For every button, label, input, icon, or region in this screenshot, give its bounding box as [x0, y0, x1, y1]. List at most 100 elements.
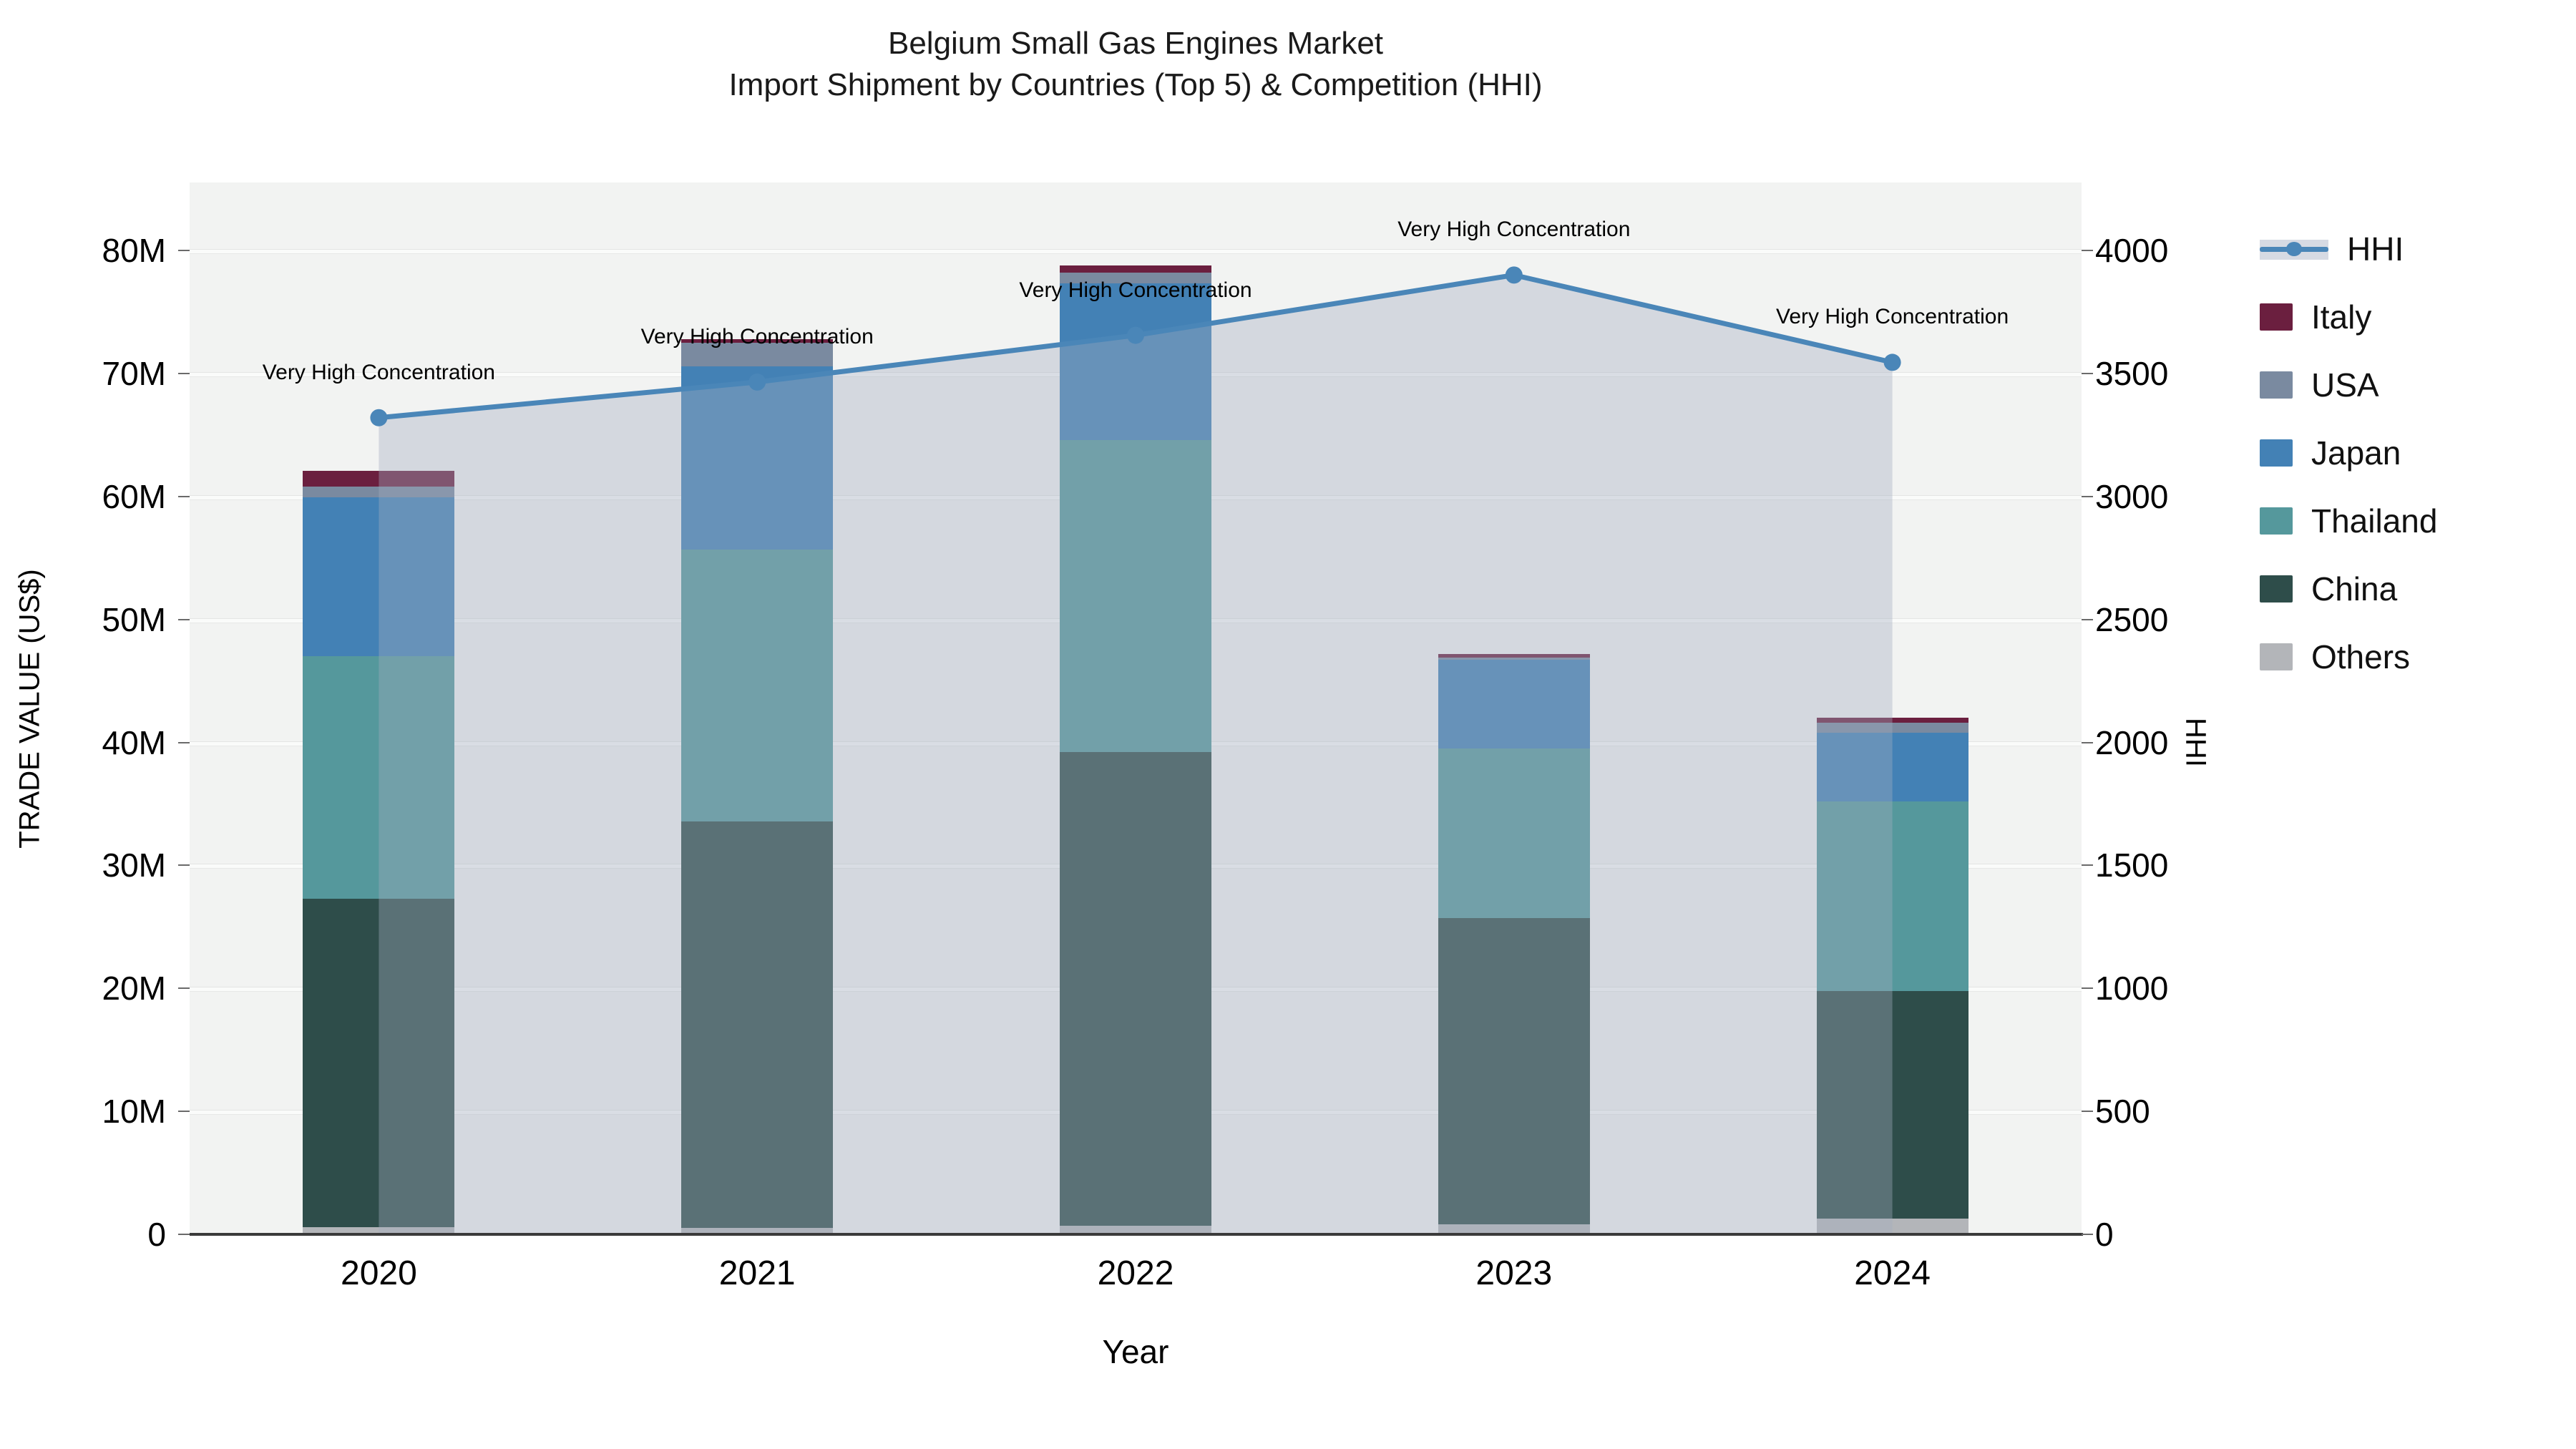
- tick-mark: [2082, 987, 2093, 990]
- legend-swatch-china: [2260, 575, 2293, 602]
- bar-segment-thailand-2023: [1438, 748, 1590, 919]
- bar-segment-china-2020: [303, 898, 455, 1227]
- tick-mark: [2082, 618, 2093, 620]
- gridline: [190, 249, 2082, 254]
- x-tick-2021: 2021: [718, 1254, 796, 1292]
- bar-segment-china-2021: [681, 821, 834, 1229]
- hhi-line-layer: [370, 266, 1901, 1234]
- tick-mark: [2082, 1111, 2093, 1113]
- bar-segment-china-2024: [1816, 990, 1968, 1219]
- annotation-2022: Very High Concentration: [1019, 278, 1252, 302]
- bar-segment-japan-2021: [681, 366, 834, 550]
- y-right-tick-4000: 4000: [2095, 232, 2169, 269]
- x-tick-2020: 2020: [341, 1254, 417, 1292]
- bar-segment-thailand-2020: [303, 656, 455, 899]
- chart-title-line1: Belgium Small Gas Engines Market: [887, 26, 1384, 61]
- y-right-tick-1000: 1000: [2095, 970, 2169, 1008]
- legend-hhi-marker: [2286, 242, 2302, 256]
- x-axis-label: Year: [1102, 1333, 1169, 1370]
- y-left-tick-10M: 10M: [102, 1093, 166, 1131]
- bar-segment-usa-2022: [1060, 272, 1211, 284]
- legend-item-italy: Italy: [2260, 288, 2437, 346]
- legend-swatch-italy: [2260, 303, 2293, 331]
- x-tick-2022: 2022: [1097, 1254, 1174, 1292]
- tick-mark: [178, 495, 190, 497]
- bar-segment-thailand-2022: [1060, 439, 1211, 753]
- legend-label-italy: Italy: [2311, 298, 2372, 336]
- bar-segment-italy-2022: [1060, 265, 1211, 273]
- y-axis-label-right: HHI: [2180, 718, 2212, 767]
- annotation-2021: Very High Concentration: [640, 324, 874, 348]
- legend-label-hhi: HHI: [2347, 230, 2404, 268]
- y-left-tick-0: 0: [147, 1216, 166, 1253]
- tick-mark: [178, 618, 190, 620]
- y-left-tick-80M: 80M: [102, 232, 166, 269]
- tick-mark: [2082, 864, 2093, 867]
- tick-mark: [178, 1234, 190, 1235]
- bar-segment-china-2022: [1060, 752, 1211, 1226]
- bar-segment-japan-2024: [1816, 732, 1968, 801]
- x-tick-2024: 2024: [1854, 1254, 1931, 1292]
- y-axis-label-left: TRADE VALUE (US$): [14, 569, 46, 849]
- plot-area: Very High Concentration Very High Concent…: [190, 182, 2082, 1234]
- tick-mark: [178, 987, 190, 990]
- legend-label-thailand: Thailand: [2311, 502, 2438, 540]
- y-right-tick-2500: 2500: [2095, 600, 2169, 638]
- legend-label-usa: USA: [2311, 366, 2379, 404]
- legend-hhi-line-swatch: [2260, 235, 2328, 263]
- legend-label-others: Others: [2311, 638, 2411, 675]
- legend-swatch-thailand: [2260, 507, 2293, 535]
- tick-mark: [2082, 741, 2093, 743]
- tick-mark: [2082, 372, 2093, 374]
- bar-segment-others-2020: [303, 1226, 455, 1234]
- bar-segment-japan-2022: [1060, 283, 1211, 440]
- bar-segment-others-2023: [1438, 1224, 1590, 1234]
- bar-segment-china-2023: [1438, 918, 1590, 1225]
- legend-label-japan: Japan: [2311, 434, 2401, 472]
- chart-title-line2: Import Shipment by Countries (Top 5) & C…: [728, 67, 1543, 102]
- y-right-tick-500: 500: [2095, 1093, 2150, 1131]
- bar-segment-usa-2023: [1438, 657, 1590, 660]
- y-right-tick-3000: 3000: [2095, 477, 2169, 515]
- bar-segment-usa-2020: [303, 487, 455, 498]
- bar-segment-italy-2024: [1816, 718, 1968, 723]
- legend-item-japan: Japan: [2260, 424, 2437, 482]
- x-tick-2023: 2023: [1475, 1254, 1553, 1292]
- bar-segment-japan-2023: [1438, 660, 1590, 749]
- x-axis-line: [190, 1233, 2083, 1236]
- bar-segment-italy-2021: [681, 338, 834, 343]
- tick-mark: [178, 741, 190, 743]
- y-left-tick-20M: 20M: [102, 970, 166, 1008]
- bar-segment-others-2022: [1060, 1225, 1211, 1234]
- y-right-tick-3500: 3500: [2095, 354, 2169, 392]
- legend-item-others: Others: [2260, 628, 2437, 686]
- y-right-tick-0: 0: [2095, 1216, 2114, 1253]
- tick-mark: [2082, 495, 2093, 497]
- y-right-tick-2000: 2000: [2095, 723, 2169, 761]
- hhi-marker-2024: [1883, 353, 1901, 371]
- hhi-area-fill: [379, 275, 1893, 1234]
- legend-label-china: China: [2311, 570, 2398, 608]
- legend: HHI Italy USA Japan Thailand China Others: [2260, 220, 2437, 686]
- bar-segment-others-2024: [1816, 1218, 1968, 1234]
- legend-item-china: China: [2260, 560, 2437, 618]
- tick-mark: [2082, 1234, 2093, 1235]
- y-left-tick-40M: 40M: [102, 723, 166, 761]
- bar-segment-others-2021: [681, 1228, 834, 1234]
- hhi-marker-2022: [1127, 326, 1144, 344]
- legend-swatch-usa: [2260, 371, 2293, 399]
- annotation-2024: Very High Concentration: [1776, 305, 2009, 329]
- annotation-2020: Very High Concentration: [262, 360, 495, 384]
- y-left-tick-60M: 60M: [102, 477, 166, 515]
- hhi-marker-2021: [748, 373, 766, 391]
- bar-segment-thailand-2021: [681, 549, 834, 821]
- bar-segment-thailand-2024: [1816, 801, 1968, 991]
- y-left-tick-70M: 70M: [102, 354, 166, 392]
- bar-segment-italy-2020: [303, 470, 455, 487]
- tick-mark: [2082, 250, 2093, 251]
- hhi-marker-2023: [1505, 266, 1523, 284]
- annotation-2023: Very High Concentration: [1397, 218, 1631, 242]
- tick-mark: [178, 250, 190, 251]
- tick-mark: [178, 864, 190, 867]
